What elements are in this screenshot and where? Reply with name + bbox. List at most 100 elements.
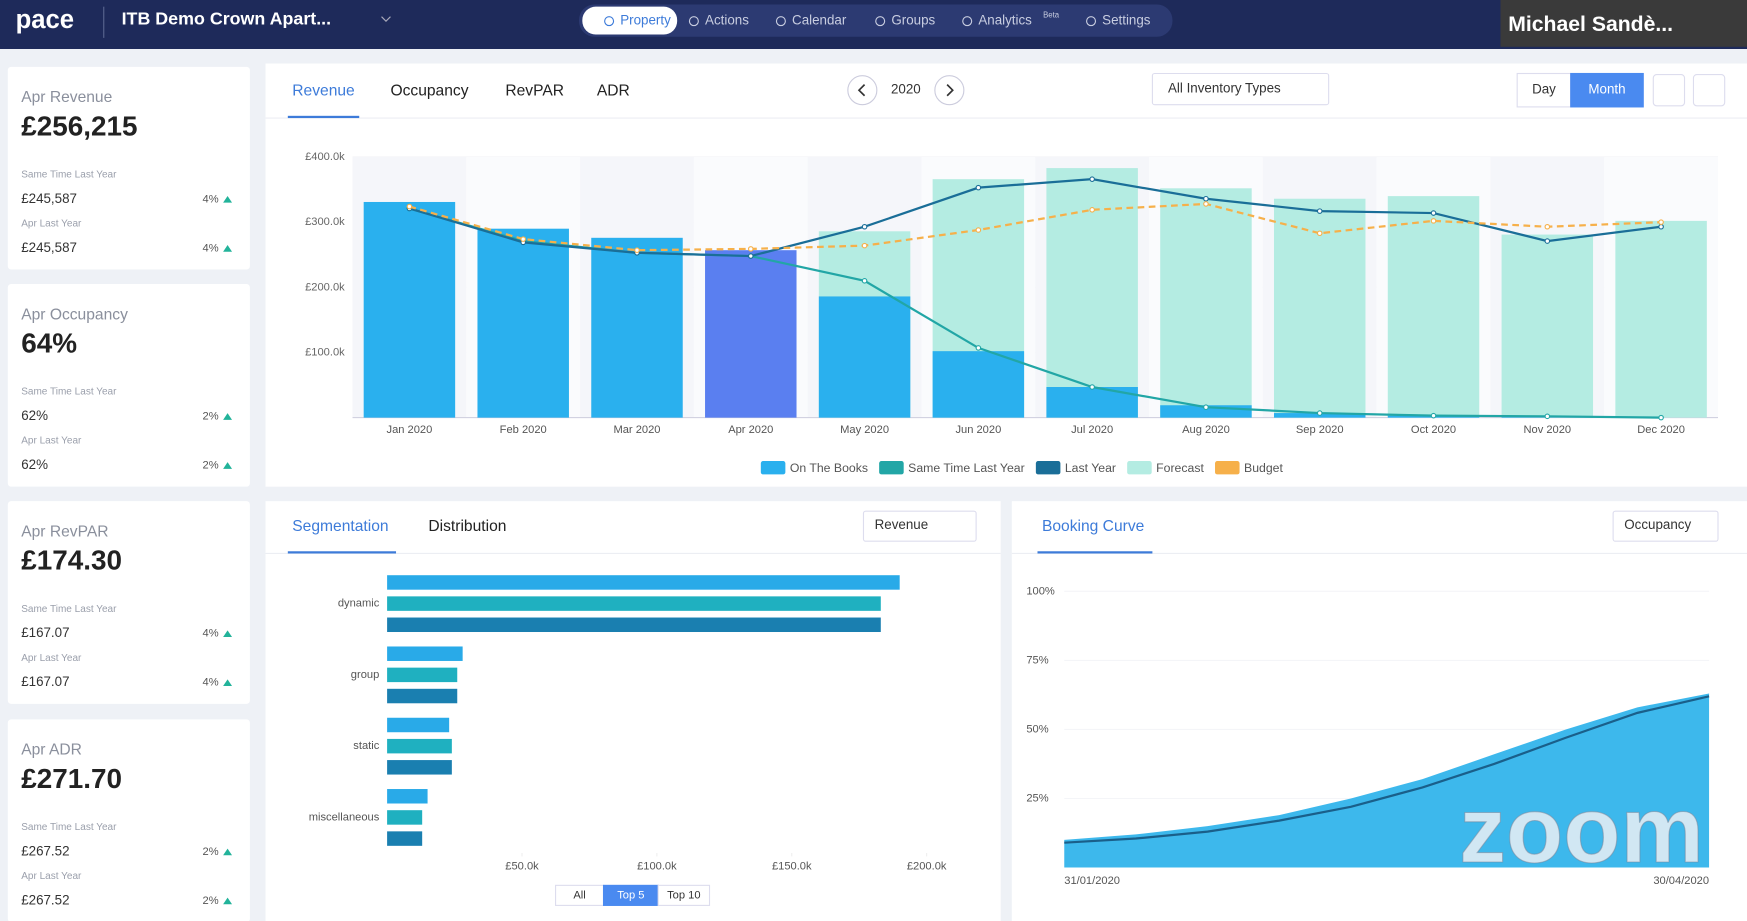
up-arrow <box>223 848 233 856</box>
year: 2020 <box>891 82 921 97</box>
point <box>1316 410 1323 416</box>
up-arrow <box>223 196 233 203</box>
point <box>747 253 754 259</box>
line <box>409 202 1662 252</box>
point <box>1089 384 1095 390</box>
x-tick-label: Mar 2020 <box>613 424 660 436</box>
x-tick-label: Jul 2020 <box>1071 424 1113 436</box>
point <box>1089 176 1095 182</box>
kpi-row-label: Same Time Last Year <box>21 604 117 615</box>
kpi-change: 2% <box>203 895 219 907</box>
nav-icon <box>775 16 786 27</box>
kpi-change: 2% <box>203 410 219 422</box>
category-label: static <box>353 740 379 752</box>
kpi-row-value: 62% <box>21 408 48 423</box>
y-tick-label: 25% <box>1026 792 1048 804</box>
bar <box>387 617 881 633</box>
view-button[interactable] <box>1570 72 1644 108</box>
x-tick-label: £200.0k <box>907 860 947 872</box>
tab-underline <box>287 551 397 554</box>
kpi-change: 4% <box>203 628 219 640</box>
bar <box>387 760 452 775</box>
tab-underline <box>1037 551 1153 554</box>
dropdown[interactable] <box>862 510 977 542</box>
icon-button[interactable] <box>1652 74 1686 107</box>
arrow <box>946 84 954 97</box>
point <box>975 345 982 351</box>
x-tick-label: £100.0k <box>637 860 677 872</box>
tab[interactable]: Revenue <box>292 82 354 99</box>
legend-swatch <box>1035 461 1061 475</box>
arrow <box>857 84 866 97</box>
nav-icon <box>604 16 615 27</box>
tab[interactable]: RevPAR <box>505 82 564 99</box>
filter-label[interactable]: Top 10 <box>667 889 700 901</box>
tab[interactable]: Distribution <box>428 518 506 535</box>
x-tick-label: £50.0k <box>505 860 539 872</box>
x-tick-label: Aug 2020 <box>1182 424 1230 436</box>
nav-item[interactable]: Actions <box>705 13 749 28</box>
kpi-change: 2% <box>203 846 219 858</box>
legend-label: Last Year <box>1065 461 1116 475</box>
kpi-title: Apr RevPAR <box>21 523 108 540</box>
view-label[interactable]: Month <box>1588 82 1625 97</box>
next-year[interactable] <box>934 75 965 106</box>
point <box>975 227 982 233</box>
bar <box>1501 234 1594 418</box>
tab[interactable]: Occupancy <box>390 82 468 99</box>
nav-item[interactable]: Groups <box>891 13 935 28</box>
bar <box>387 688 458 704</box>
bar <box>818 296 911 418</box>
y-tick-label: £200.0k <box>305 281 345 293</box>
point <box>1544 413 1551 420</box>
nav-active[interactable] <box>582 6 678 35</box>
view-label[interactable]: Day <box>1532 82 1556 97</box>
nav-icon <box>688 16 699 27</box>
point <box>1430 210 1437 216</box>
point <box>1544 238 1551 244</box>
kpi-card <box>7 501 250 704</box>
dropdown-label: Occupancy <box>1624 517 1691 532</box>
point <box>1203 201 1209 207</box>
point <box>861 223 868 230</box>
inventory-filter[interactable] <box>1151 72 1330 106</box>
kpi-card <box>7 283 250 487</box>
bar <box>387 717 450 733</box>
kpi-row-value: £167.07 <box>21 625 69 640</box>
tab[interactable]: ADR <box>597 82 630 99</box>
kpi-row-label: Same Time Last Year <box>21 387 117 398</box>
y-tick-label: 75% <box>1026 654 1048 666</box>
prev-year[interactable] <box>847 75 878 106</box>
nav-item[interactable]: Calendar <box>792 13 847 28</box>
filter-label[interactable]: All <box>573 889 585 901</box>
bar <box>387 596 881 611</box>
property-name[interactable]: ITB Demo Crown Apart... <box>122 9 332 29</box>
nav-item[interactable]: Analytics <box>978 13 1032 28</box>
panel-title[interactable]: Booking Curve <box>1042 518 1144 535</box>
kpi-row-value: £245,587 <box>21 191 77 206</box>
nav-item[interactable]: Settings <box>1102 13 1151 28</box>
kpi-row-value: £267.52 <box>21 892 69 907</box>
dropdown[interactable] <box>1612 510 1719 542</box>
point <box>975 184 982 191</box>
filter-label[interactable]: Top 5 <box>617 889 644 901</box>
y-tick-label: £100.0k <box>305 346 345 358</box>
x-tick-label: £150.0k <box>772 860 812 872</box>
tab[interactable]: Segmentation <box>292 518 388 535</box>
view-button[interactable] <box>1516 72 1572 108</box>
icon-button[interactable] <box>1692 74 1726 107</box>
category-label: group <box>351 669 379 681</box>
bar <box>591 237 683 418</box>
line <box>1064 695 1710 844</box>
point <box>1203 195 1209 202</box>
kpi-row-value: 62% <box>21 457 48 472</box>
kpi-change: 2% <box>203 459 219 471</box>
legend-label: On The Books <box>790 461 868 475</box>
point <box>1316 230 1323 237</box>
user-name[interactable]: Michael Sandè... <box>1508 13 1673 36</box>
legend-label: Budget <box>1244 461 1283 475</box>
filter-button[interactable] <box>657 884 711 906</box>
nav-item[interactable]: Property <box>620 13 671 28</box>
up-arrow <box>223 413 233 420</box>
y-tick-label: £300.0k <box>305 216 345 228</box>
